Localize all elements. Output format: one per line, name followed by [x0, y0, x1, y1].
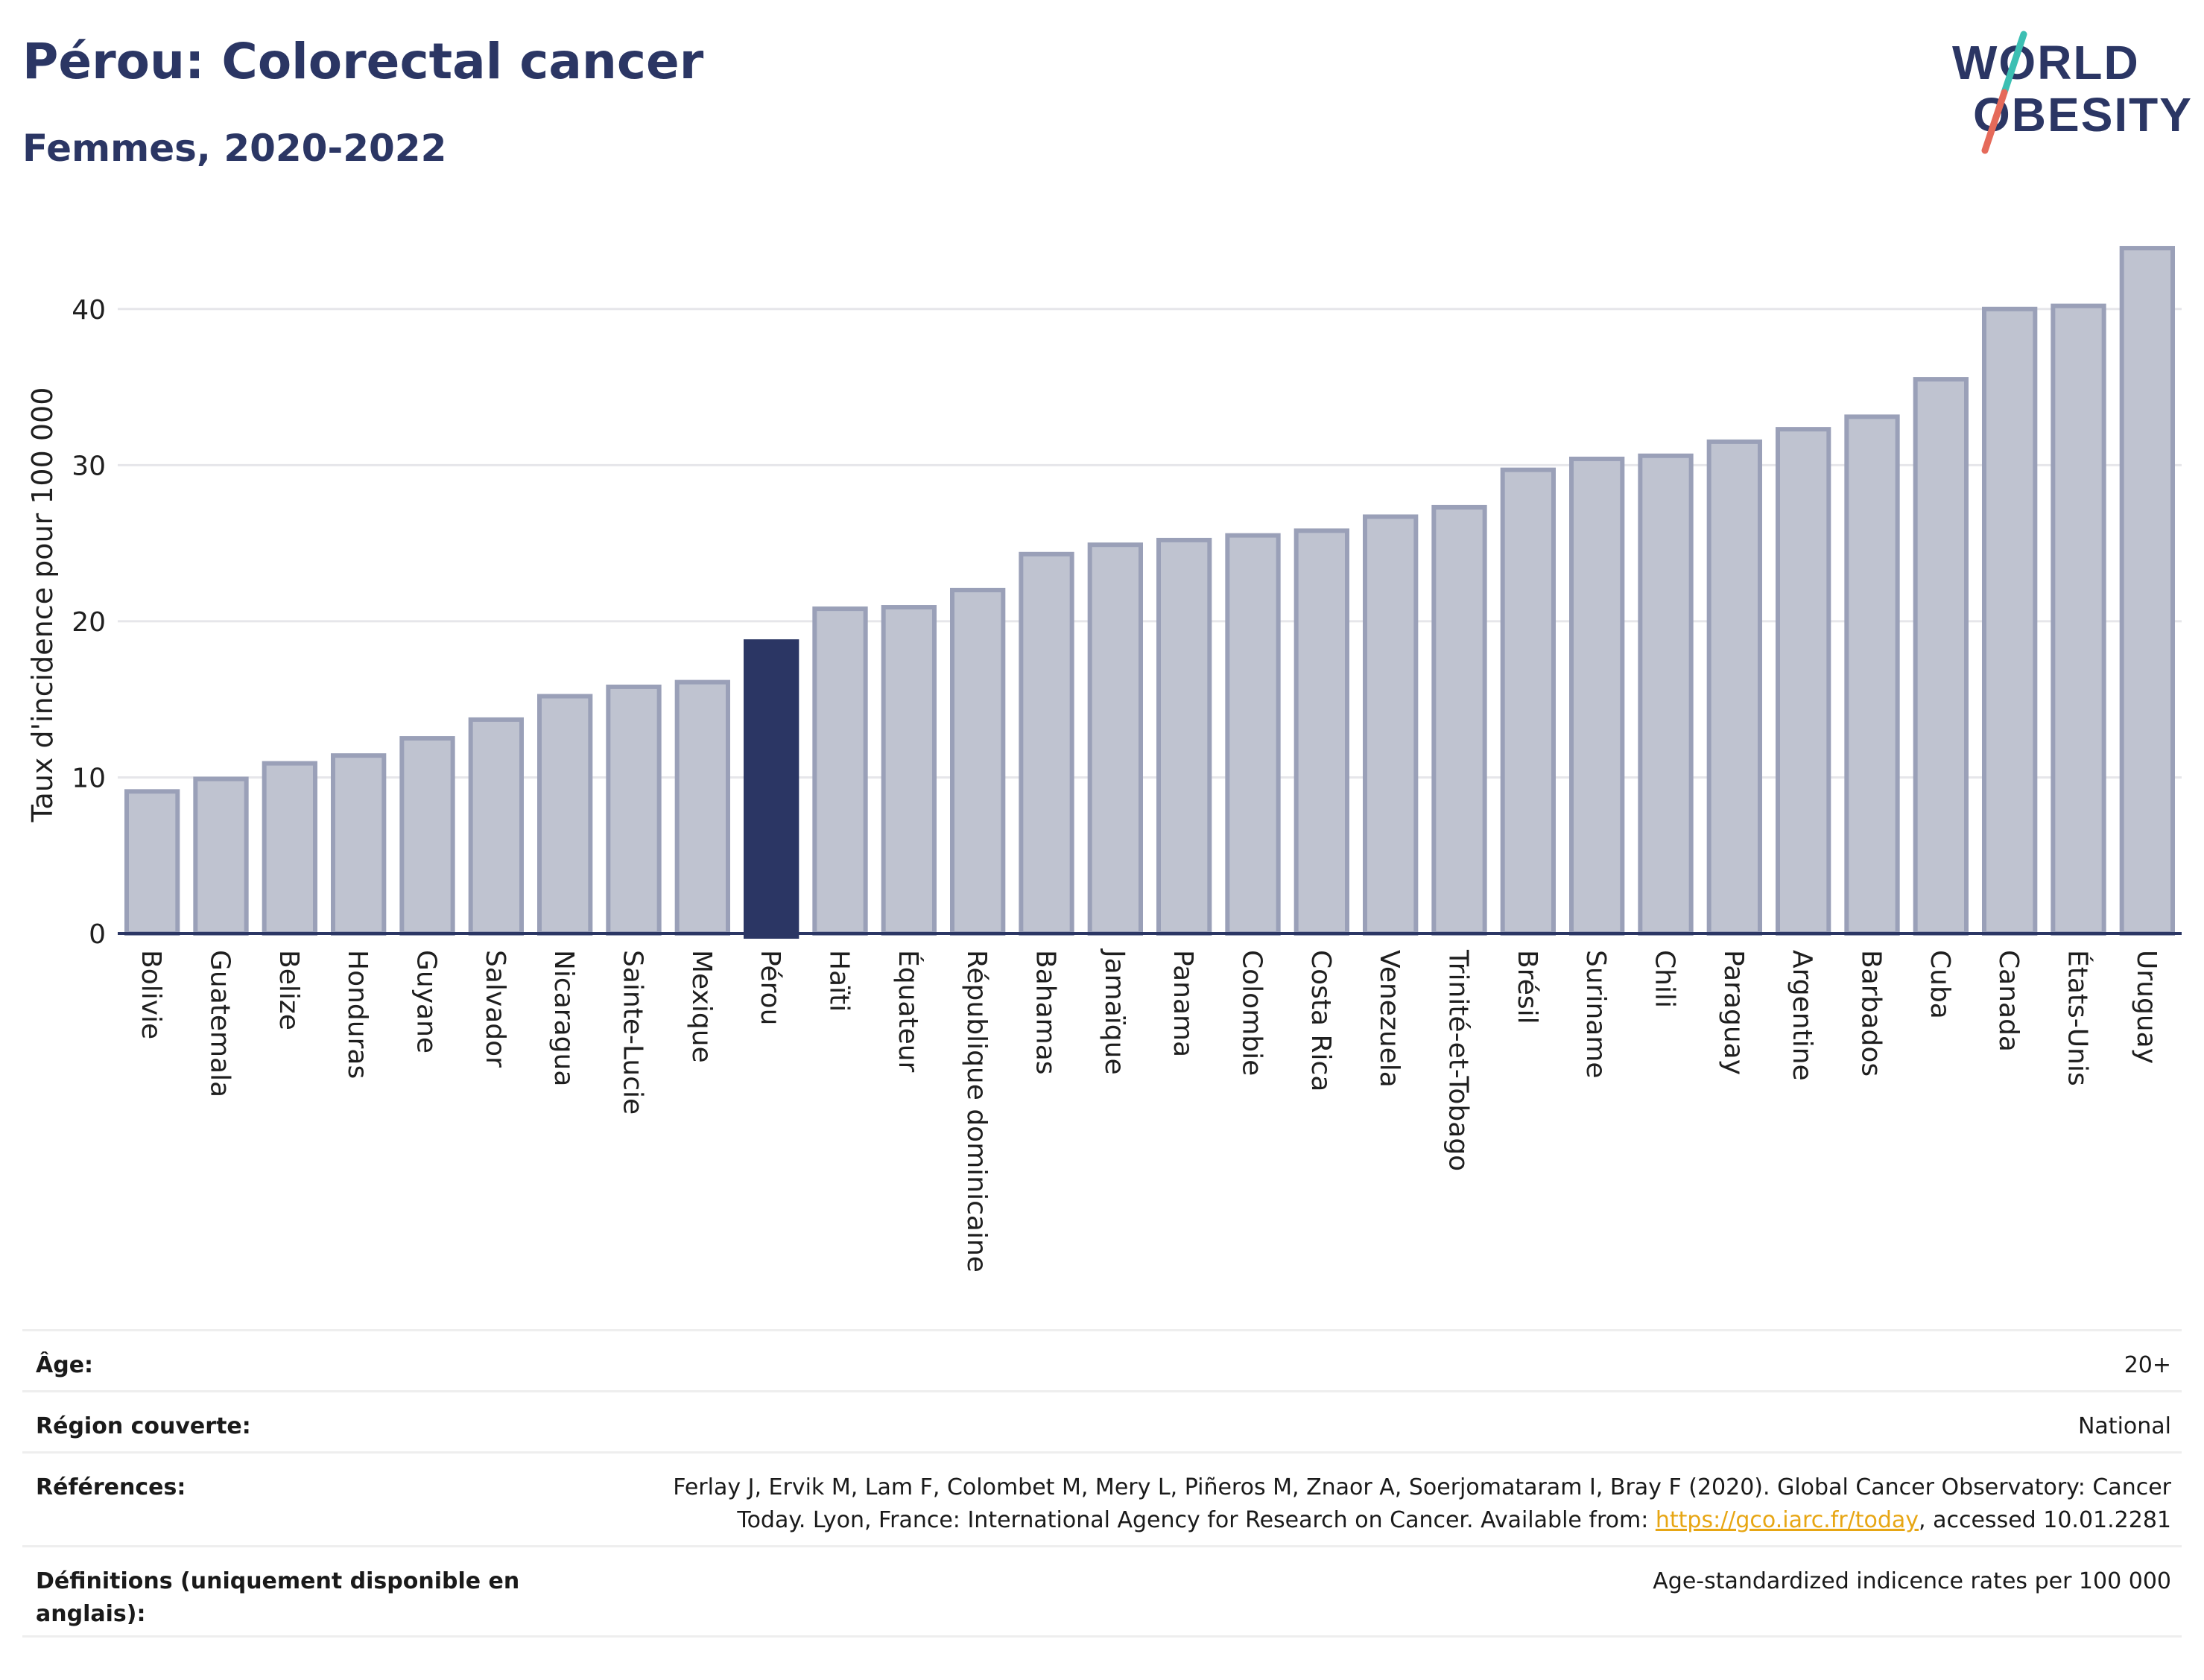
bar [1844, 414, 1900, 936]
world-obesity-logo: WORLD OBESITY [1952, 31, 2191, 154]
logo-obesity-text: OBESITY [1973, 88, 2191, 142]
bar [1776, 427, 1831, 936]
x-tick-label: Paraguay [1718, 950, 1749, 1075]
x-tick-label: Guatemala [205, 950, 235, 1097]
y-axis-label: Taux d'incidence pour 100 000 [26, 387, 59, 823]
x-tick-label: Belize [273, 950, 304, 1030]
bar [2051, 303, 2106, 936]
x-tick-label: Pérou [755, 950, 785, 1025]
chart-subtitle: Femmes, 2020-2022 [22, 127, 447, 170]
x-tick-label: Bolivie [136, 950, 166, 1039]
info-row-region: Région couverte: National [22, 1390, 2182, 1451]
logo-world-text: WORLD [1952, 36, 2140, 89]
definitions-label: Définitions (uniquement disponible en an… [36, 1568, 520, 1627]
bar [744, 639, 799, 939]
x-tick-label: Trinité-et-Tobago [1443, 949, 1474, 1171]
y-tick-label: 0 [89, 919, 106, 950]
x-tick-label: Haïti [824, 950, 855, 1012]
bar [1225, 533, 1281, 936]
x-tick-label: Argentine [1787, 950, 1817, 1081]
x-tick-label: Chili [1650, 950, 1680, 1008]
bar [1982, 306, 2038, 936]
x-tick-label: États-Unis [2062, 950, 2094, 1086]
bar [193, 776, 249, 936]
age-label: Âge: [36, 1352, 94, 1378]
bar [1363, 514, 1419, 936]
bar [1019, 551, 1074, 936]
bar [1638, 453, 1694, 936]
info-row-definitions: Définitions (uniquement disponible en an… [22, 1545, 2182, 1638]
logo-slash-red [1981, 89, 2008, 154]
bar [950, 587, 1006, 936]
x-tick-label: Venezuela [1374, 950, 1405, 1088]
x-tick-label: Canada [1993, 950, 2024, 1052]
x-tick-label: Guyane [411, 950, 442, 1053]
x-tick-label: Costa Rica [1305, 950, 1336, 1091]
region-value: National [2077, 1413, 2171, 1439]
bar [674, 679, 730, 936]
references-value: Ferlay J, Ervik M, Lam F, Colombet M, Me… [607, 1471, 2171, 1537]
bar-chart: 0 10 20 30 40 Taux d'incidence pour 100 000 Bo… [26, 246, 2182, 1272]
bar [468, 717, 524, 936]
bar [1913, 377, 1969, 936]
bar [1087, 542, 1143, 936]
bar [606, 684, 662, 936]
bar [2119, 246, 2175, 936]
y-tick-label: 10 [72, 763, 106, 793]
bar [1156, 537, 1212, 936]
chart-title: Pérou: Colorectal cancer [22, 33, 704, 90]
x-tick-label: Suriname [1580, 950, 1611, 1079]
y-tick-label: 40 [72, 295, 106, 326]
bar [331, 753, 387, 936]
bar [1431, 504, 1487, 936]
bar [1569, 456, 1625, 936]
bar [124, 789, 180, 936]
logo-slash-teal [2001, 31, 2027, 96]
y-tick-label: 20 [72, 607, 106, 638]
x-tick-label: Nicaragua [548, 950, 579, 1086]
bar [1706, 439, 1762, 936]
bar [399, 736, 455, 936]
x-tick-label: Salvador [480, 950, 510, 1068]
x-tick-label: Panama [1168, 950, 1198, 1057]
info-table: Âge: 20+ Région couverte: National Référ… [22, 1329, 2182, 1638]
x-tick-label: Colombie [1237, 950, 1267, 1076]
x-tick-label: Brésil [1512, 950, 1542, 1024]
age-value: 20+ [2124, 1352, 2171, 1378]
info-row-age: Âge: 20+ [22, 1329, 2182, 1390]
references-link[interactable]: https://gco.iarc.fr/today [1655, 1507, 1919, 1533]
references-accessed: , accessed 10.01.2281 [1919, 1507, 2171, 1533]
bar [262, 761, 317, 936]
x-tick-label: République dominicaine [961, 950, 992, 1272]
x-tick-label: Honduras [342, 950, 373, 1079]
x-tick-label: Barbados [1856, 950, 1887, 1077]
bar [537, 694, 593, 936]
bar [1500, 467, 1556, 936]
x-tick-label: Sainte-Lucie [618, 950, 648, 1115]
x-tick-label: Cuba [1925, 950, 1955, 1019]
bar [812, 606, 868, 936]
definitions-value: Age-standardized indicence rates per 100… [1653, 1568, 2171, 1594]
bar [1293, 528, 1349, 936]
x-tick-label: Uruguay [2131, 950, 2162, 1064]
y-tick-label: 30 [72, 451, 106, 481]
references-text: Ferlay J, Ervik M, Lam F, Colombet M, Me… [673, 1474, 2171, 1533]
references-label: Références: [36, 1474, 186, 1500]
region-label: Région couverte: [36, 1413, 251, 1439]
x-tick-label: Équateur [893, 950, 924, 1073]
x-tick-label: Jamaïque [1099, 948, 1130, 1075]
bar [881, 605, 937, 936]
x-tick-label: Bahamas [1030, 950, 1061, 1075]
info-row-references: Références: Ferlay J, Ervik M, Lam F, Co… [22, 1451, 2182, 1545]
x-tick-label: Mexique [686, 950, 717, 1063]
